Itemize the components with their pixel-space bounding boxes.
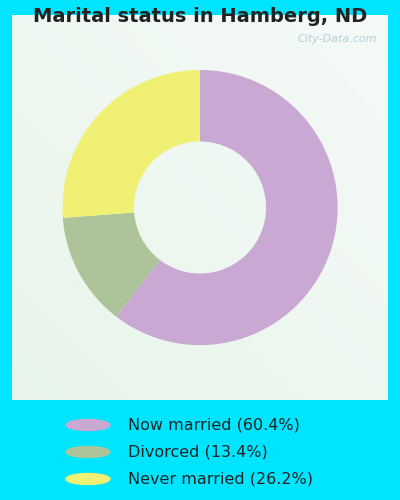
Text: Marital status in Hamberg, ND: Marital status in Hamberg, ND (33, 8, 367, 26)
Text: Now married (60.4%): Now married (60.4%) (128, 418, 300, 432)
Wedge shape (63, 212, 160, 317)
Text: Divorced (13.4%): Divorced (13.4%) (128, 444, 268, 460)
Text: Never married (26.2%): Never married (26.2%) (128, 472, 313, 486)
Wedge shape (62, 70, 200, 218)
Text: City-Data.com: City-Data.com (297, 34, 377, 44)
Wedge shape (116, 70, 338, 345)
Circle shape (66, 474, 110, 484)
Circle shape (66, 420, 110, 430)
Circle shape (66, 446, 110, 458)
